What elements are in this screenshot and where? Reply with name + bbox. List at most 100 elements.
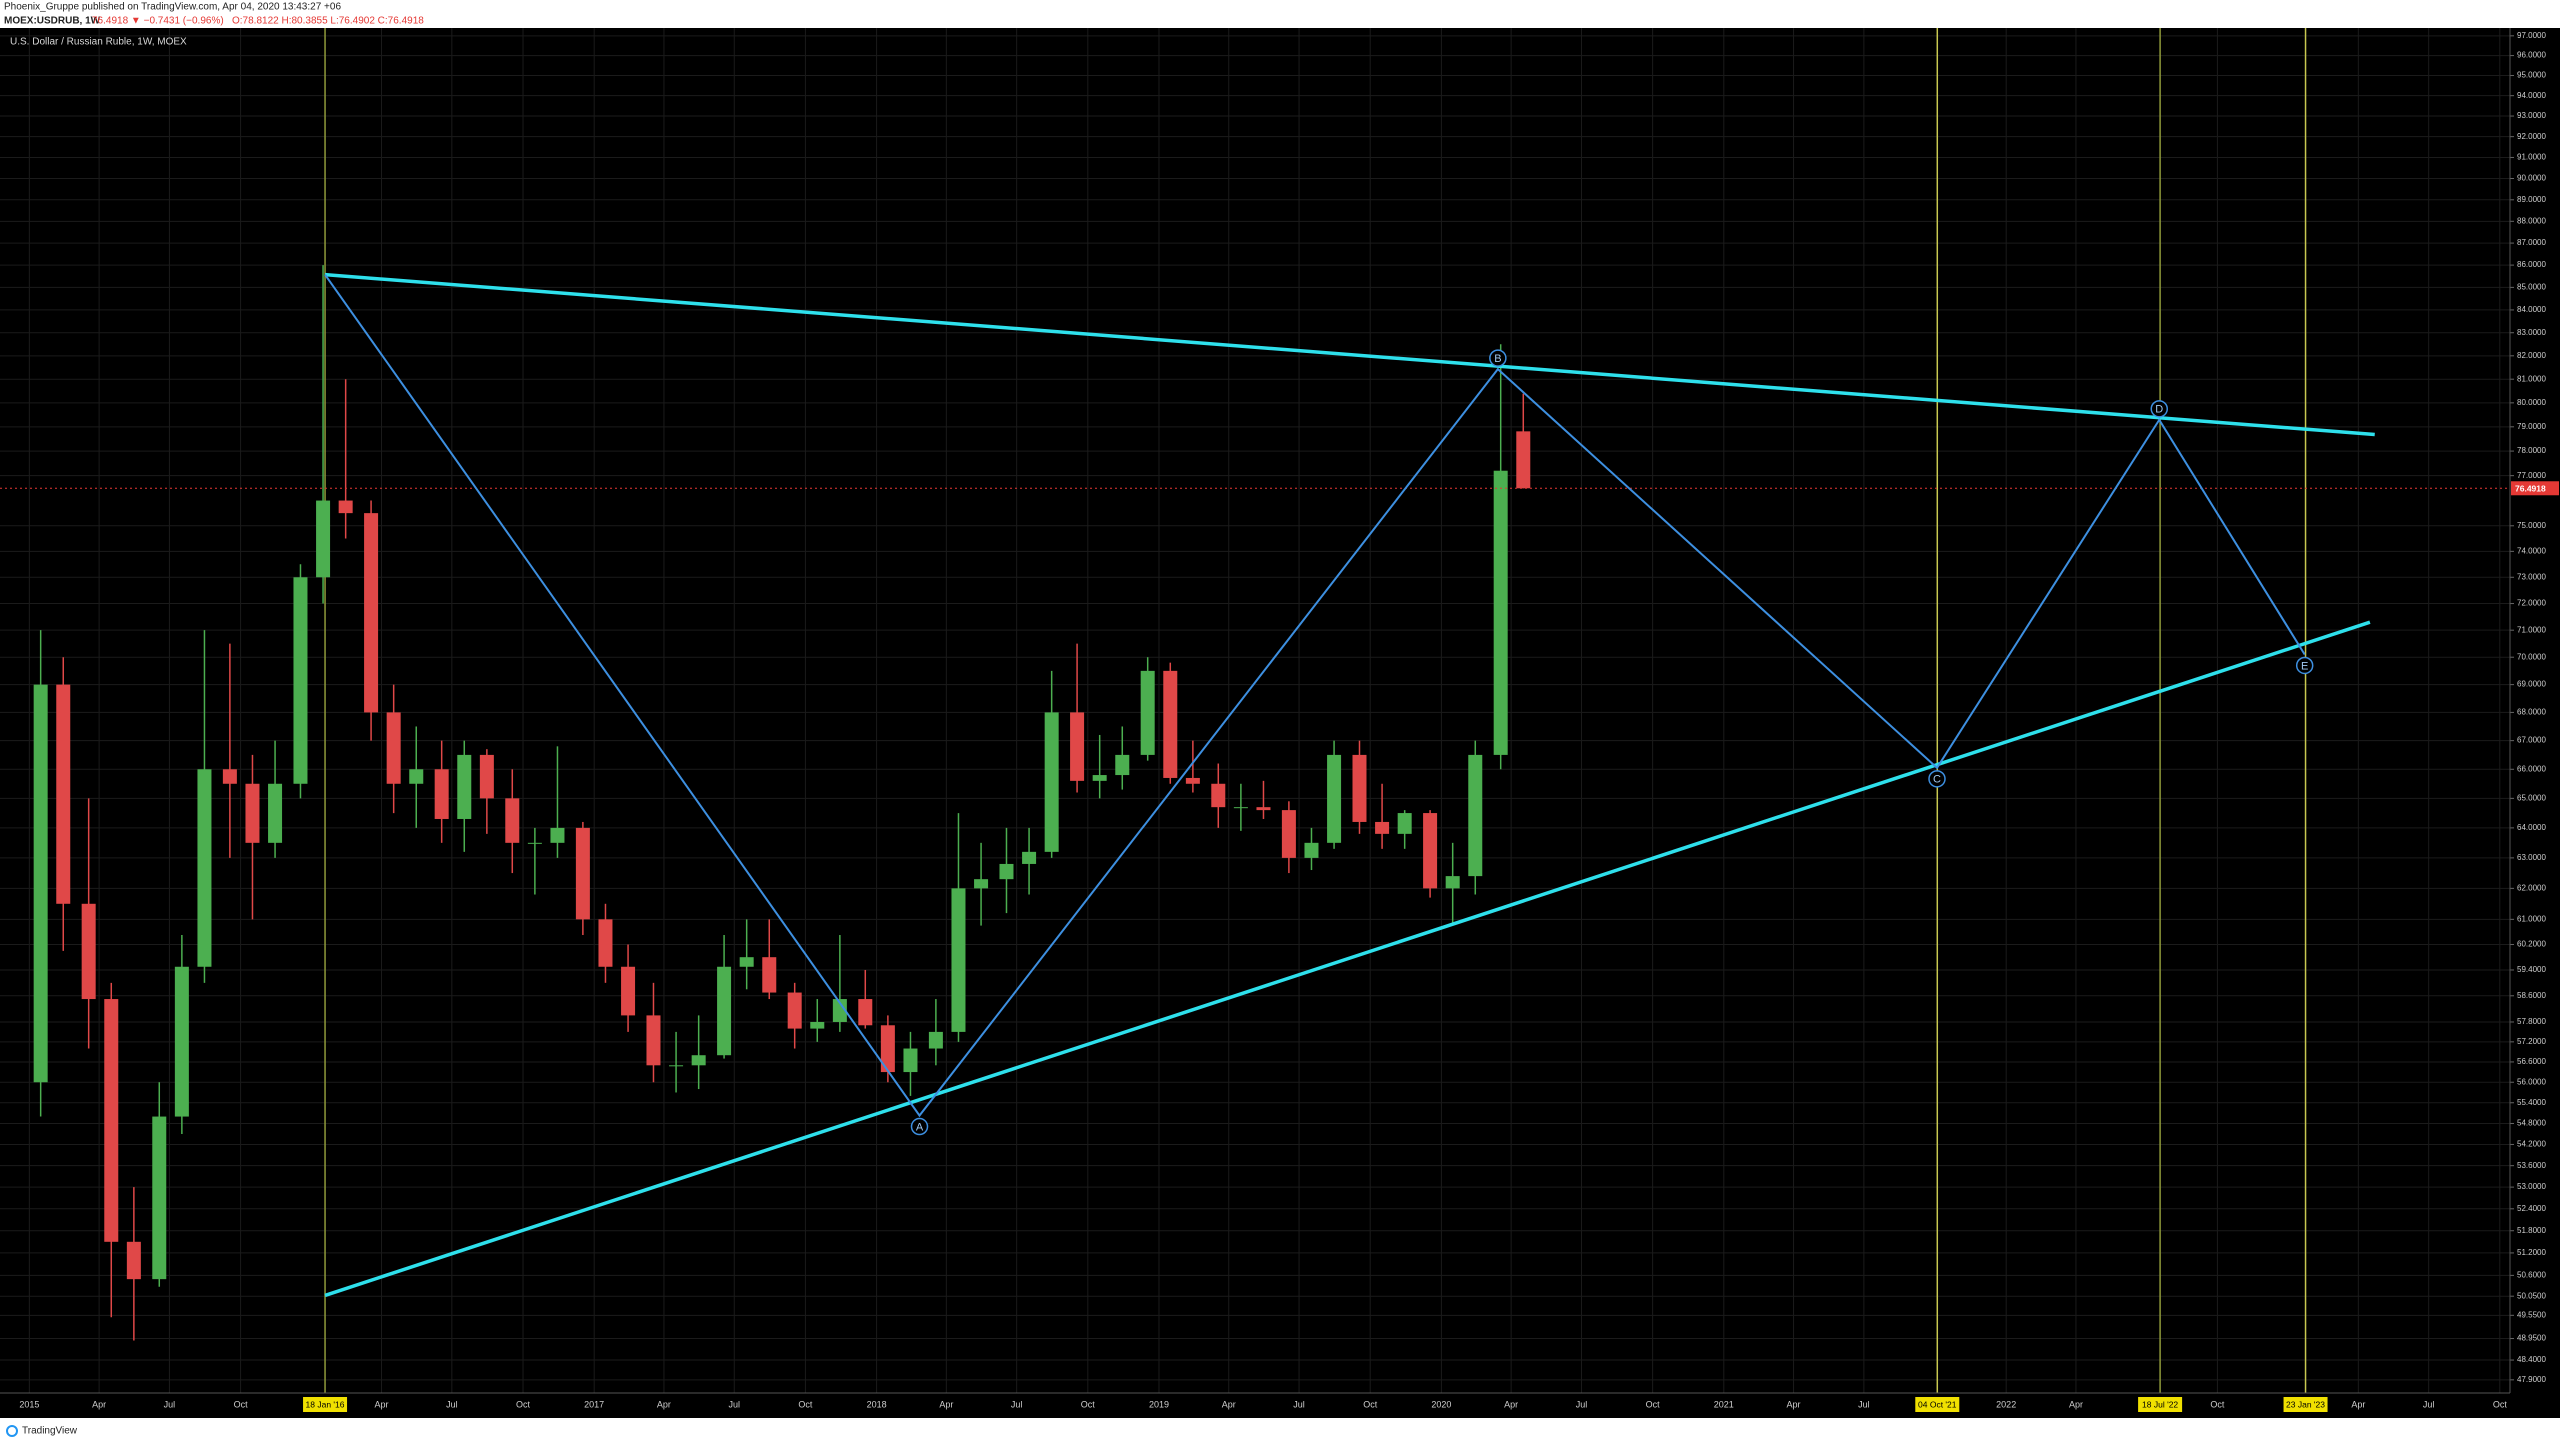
axes: 97.0000 96.0000 95.0000 94.0000 93.0000 92.00… xyxy=(0,28,2559,1412)
candle-body xyxy=(152,1116,167,1280)
candle-body xyxy=(293,577,308,784)
pane-bg xyxy=(0,28,2560,1418)
y-tick-label: 47.9000 xyxy=(2517,1375,2546,1384)
pattern-point-marker xyxy=(1928,770,1946,788)
y-tick-label: 75.0000 xyxy=(2517,521,2546,530)
y-tick-label: 50.0500 xyxy=(2517,1291,2546,1300)
candle-body xyxy=(669,1065,684,1067)
symbol: MOEX:USDRUB, 1W xyxy=(4,16,101,27)
x-tick-label: 2020 xyxy=(1431,1399,1451,1409)
y-tick-label: 68.0000 xyxy=(2517,708,2546,717)
y-tick-label: 52.4000 xyxy=(2517,1204,2546,1213)
y-tick-label: 65.0000 xyxy=(2517,793,2546,802)
candle-body xyxy=(364,513,379,713)
pattern-point-label: E xyxy=(2301,660,2308,672)
y-tick-label: 55.4000 xyxy=(2517,1098,2546,1107)
candle-body xyxy=(222,769,237,784)
last-price-label-bg xyxy=(2511,481,2559,496)
y-tick-label: 49.5500 xyxy=(2517,1310,2546,1319)
candle-body xyxy=(409,769,424,784)
x-tick-label: Apr xyxy=(1504,1399,1518,1409)
candle-body xyxy=(1445,876,1460,889)
candle-body xyxy=(1281,810,1296,858)
pattern-point-label: B xyxy=(1494,353,1501,365)
y-tick-label: 86.0000 xyxy=(2517,260,2546,269)
y-tick-label: 48.4000 xyxy=(2517,1355,2546,1364)
x-tick-label: Jul xyxy=(728,1399,740,1409)
x-tick-label: Jul xyxy=(1576,1399,1588,1409)
y-tick-label: 81.0000 xyxy=(2517,374,2546,383)
x-tick-label: Oct xyxy=(2210,1399,2225,1409)
y-tick-label: 96.0000 xyxy=(2517,51,2546,60)
candle-body xyxy=(739,957,754,967)
x-tick-label: Jul xyxy=(1858,1399,1870,1409)
candle-body xyxy=(787,992,802,1029)
candle-body xyxy=(974,879,989,889)
candle-body xyxy=(1468,754,1483,877)
y-tick-label: 84.0000 xyxy=(2517,305,2546,314)
vertical-line-label: 04 Oct '21 xyxy=(1918,1399,1957,1409)
pattern-point-marker xyxy=(910,1117,929,1136)
y-tick-label: 57.8000 xyxy=(2517,1017,2546,1026)
x-tick-label: Oct xyxy=(798,1399,813,1409)
candle-body xyxy=(999,863,1014,880)
y-tick-label: 91.0000 xyxy=(2517,153,2546,162)
candle-body xyxy=(1115,754,1130,776)
candle-body xyxy=(1211,783,1226,808)
candle-body xyxy=(928,1031,943,1049)
ohlc: O:78.8122 H:80.3855 L:76.4902 C:76.4918 xyxy=(232,16,424,27)
y-tick-label: 94.0000 xyxy=(2517,91,2546,100)
x-tick-label: Jul xyxy=(1011,1399,1023,1409)
y-tick-label: 92.0000 xyxy=(2517,132,2546,141)
candle-body xyxy=(1070,712,1085,781)
candle-body xyxy=(245,783,260,843)
candle-body xyxy=(903,1048,918,1073)
candle-body xyxy=(1092,775,1107,781)
candle-body xyxy=(316,500,331,578)
y-tick-label: 57.2000 xyxy=(2517,1037,2546,1046)
candle-body xyxy=(1022,851,1037,864)
header-bg xyxy=(0,0,2560,28)
y-tick-label: 72.0000 xyxy=(2517,599,2546,608)
x-tick-label: Oct xyxy=(2493,1399,2508,1409)
y-tick-label: 88.0000 xyxy=(2517,216,2546,225)
vertical-line-label-bg xyxy=(2283,1397,2328,1412)
y-tick-label: 66.0000 xyxy=(2517,764,2546,773)
x-tick-label: Apr xyxy=(1222,1399,1236,1409)
candle-body xyxy=(457,754,472,819)
candle-body xyxy=(1493,470,1508,755)
vertical-line-label: 18 Jul '22 xyxy=(2142,1399,2178,1409)
y-tick-label: 70.0000 xyxy=(2517,652,2546,661)
y-tick-label: 53.0000 xyxy=(2517,1182,2546,1191)
candle-body xyxy=(951,888,966,1032)
y-tick-label: 64.0000 xyxy=(2517,823,2546,832)
candle-body xyxy=(1327,754,1342,843)
pattern-point-marker xyxy=(2150,400,2169,418)
candle-body xyxy=(434,769,449,819)
candle-body xyxy=(505,798,520,843)
pattern-point-label: D xyxy=(2155,404,2163,416)
candle-body xyxy=(268,783,283,843)
price-change: 76.4918 ▼ −0.7431 (−0.96%) xyxy=(92,16,224,27)
candle-body xyxy=(575,827,590,920)
y-tick-label: 63.0000 xyxy=(2517,853,2546,862)
y-tick-label: 56.0000 xyxy=(2517,1077,2546,1086)
candle-body xyxy=(479,754,494,799)
x-tick-label: Oct xyxy=(234,1399,249,1409)
y-tick-label: 71.0000 xyxy=(2517,625,2546,634)
y-tick-label: 97.0000 xyxy=(2517,31,2546,40)
candle-body xyxy=(1140,670,1155,755)
pattern-point-label: C xyxy=(1933,774,1941,786)
x-tick-label: 2021 xyxy=(1714,1399,1734,1409)
chart-title: U.S. Dollar / Russian Ruble, 1W, MOEX xyxy=(10,37,187,48)
last-price-label: 76.4918 xyxy=(2515,484,2546,494)
x-tick-label: Jul xyxy=(446,1399,458,1409)
x-tick-label: Jul xyxy=(164,1399,176,1409)
x-tick-label: Apr xyxy=(92,1399,106,1409)
x-tick-label: Jul xyxy=(2423,1399,2435,1409)
candle-body xyxy=(33,684,48,1083)
candle-body xyxy=(1304,842,1319,858)
vertical-line-label-bg xyxy=(303,1397,348,1412)
candle-body xyxy=(1516,431,1531,489)
x-tick-label: Oct xyxy=(1646,1399,1661,1409)
